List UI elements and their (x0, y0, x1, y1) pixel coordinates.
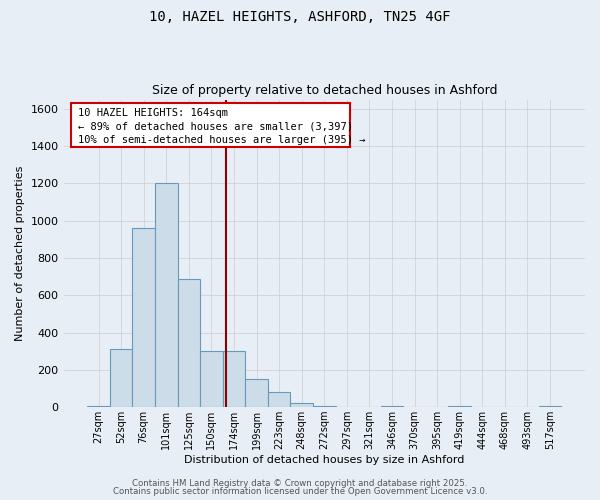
Text: Contains HM Land Registry data © Crown copyright and database right 2025.: Contains HM Land Registry data © Crown c… (132, 478, 468, 488)
Bar (223, 351, 245, 407)
Bar (313, 406, 335, 407)
Text: ← 89% of detached houses are smaller (3,397): ← 89% of detached houses are smaller (3,… (77, 122, 353, 132)
Y-axis label: Number of detached properties: Number of detached properties (15, 166, 25, 341)
Bar (448, 406, 471, 407)
Title: Size of property relative to detached houses in Ashford: Size of property relative to detached ho… (152, 84, 497, 97)
X-axis label: Distribution of detached houses by size in Ashford: Distribution of detached houses by size … (184, 455, 464, 465)
Bar (200, 351, 223, 407)
Bar (178, 278, 200, 407)
FancyBboxPatch shape (71, 102, 350, 147)
Bar (133, 228, 155, 407)
Bar (87, 406, 110, 407)
Bar (245, 379, 268, 407)
Text: 10 HAZEL HEIGHTS: 164sqm: 10 HAZEL HEIGHTS: 164sqm (77, 108, 227, 118)
Bar (155, 184, 178, 407)
Bar (110, 350, 133, 407)
Text: Contains public sector information licensed under the Open Government Licence v3: Contains public sector information licen… (113, 487, 487, 496)
Text: 10, HAZEL HEIGHTS, ASHFORD, TN25 4GF: 10, HAZEL HEIGHTS, ASHFORD, TN25 4GF (149, 10, 451, 24)
Bar (268, 392, 290, 407)
Bar (539, 406, 561, 407)
Bar (290, 402, 313, 407)
Bar (381, 406, 403, 407)
Text: 10% of semi-detached houses are larger (395) →: 10% of semi-detached houses are larger (… (77, 135, 365, 145)
